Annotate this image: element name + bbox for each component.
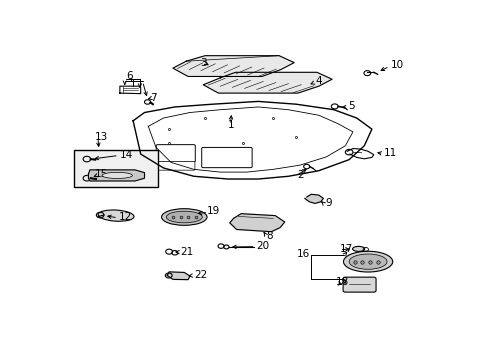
Text: 11: 11 <box>383 148 396 158</box>
Text: 22: 22 <box>193 270 206 280</box>
Text: 14: 14 <box>120 150 133 159</box>
Text: 1: 1 <box>227 120 234 130</box>
Text: 15: 15 <box>95 169 108 179</box>
Text: 12: 12 <box>119 212 132 222</box>
FancyBboxPatch shape <box>156 162 195 170</box>
Text: 7: 7 <box>150 93 157 103</box>
Text: 20: 20 <box>256 241 269 251</box>
Ellipse shape <box>102 172 132 179</box>
Text: 16: 16 <box>296 249 309 260</box>
Text: 18: 18 <box>336 277 349 287</box>
Text: 9: 9 <box>325 198 331 208</box>
Polygon shape <box>173 56 294 76</box>
Ellipse shape <box>166 211 202 223</box>
Text: 19: 19 <box>206 207 220 216</box>
Polygon shape <box>88 170 144 181</box>
Ellipse shape <box>98 210 134 221</box>
Text: 17: 17 <box>339 244 352 254</box>
Text: 21: 21 <box>180 247 193 257</box>
Ellipse shape <box>161 209 206 225</box>
Text: 6: 6 <box>126 71 133 81</box>
FancyBboxPatch shape <box>343 277 375 292</box>
Text: 8: 8 <box>265 231 272 242</box>
Bar <box>74 150 158 187</box>
Text: 10: 10 <box>390 60 403 70</box>
Ellipse shape <box>348 254 386 269</box>
Text: 2: 2 <box>297 170 303 180</box>
Ellipse shape <box>343 251 392 272</box>
FancyBboxPatch shape <box>202 148 252 168</box>
Polygon shape <box>167 272 189 280</box>
Polygon shape <box>229 214 284 232</box>
Text: 13: 13 <box>95 132 108 142</box>
FancyBboxPatch shape <box>156 145 195 162</box>
Text: 4: 4 <box>314 76 321 86</box>
Ellipse shape <box>352 246 364 251</box>
Text: 3: 3 <box>200 58 206 68</box>
Polygon shape <box>203 72 331 93</box>
Polygon shape <box>304 194 323 203</box>
Text: 5: 5 <box>347 102 354 111</box>
